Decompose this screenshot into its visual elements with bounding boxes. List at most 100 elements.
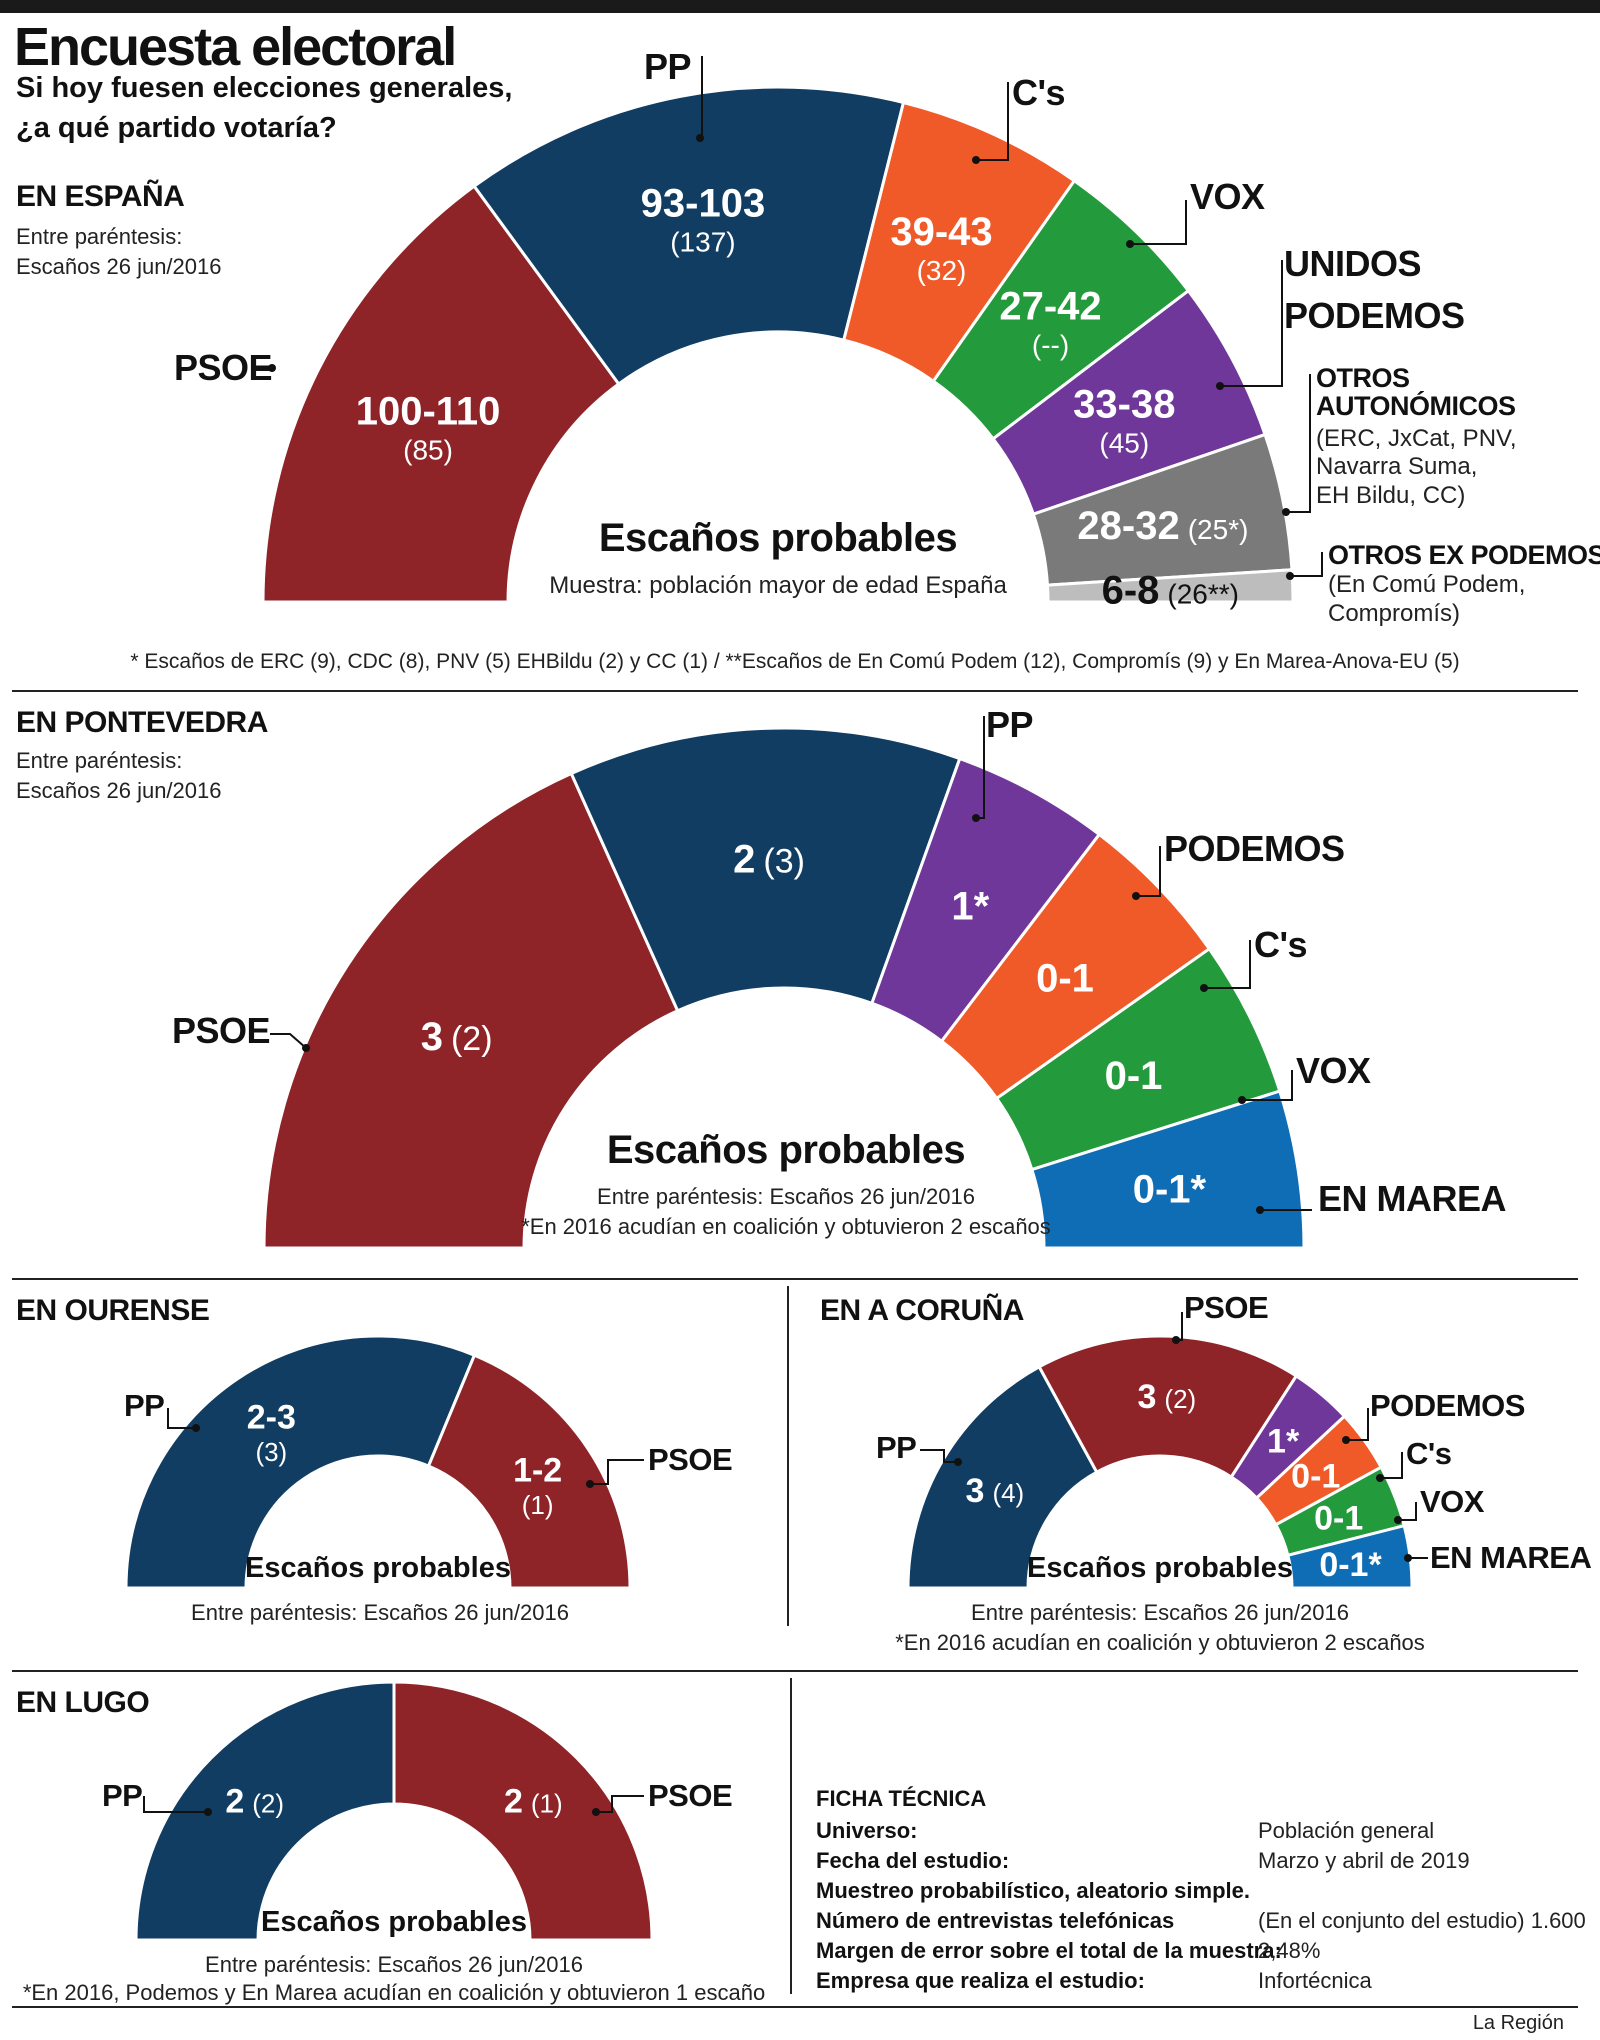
- leader-line-13: [167, 1408, 196, 1429]
- leader-dot-11: [1256, 1206, 1264, 1214]
- section-pontevedra: EN PONTEVEDRA: [16, 706, 268, 739]
- ficha-key-5: Empresa que realiza el estudio:: [816, 1968, 1145, 1993]
- otros-ex-detail-2: Compromís): [1328, 600, 1461, 627]
- value-label-pontevedra-5: 0-1*: [1133, 1167, 1207, 1211]
- party-label-psoe-lugo: PSOE: [648, 1778, 733, 1813]
- value-label-espana-2: 39-43: [890, 210, 992, 254]
- leader-line-9: [1204, 940, 1251, 989]
- leader-dot-8: [1132, 892, 1140, 900]
- value-label-lugo-0: 2 (2): [225, 1783, 284, 1821]
- otros-auto-detail-2: Navarra Suma,: [1316, 453, 1478, 480]
- leader-line-12: [270, 1033, 307, 1049]
- divider-vertical-2: [790, 1678, 792, 1994]
- value-label-coruna-1: 3 (2): [1138, 1378, 1197, 1416]
- question-line-1: Si hoy fuesen elecciones generales,: [16, 72, 513, 104]
- seats-label-lugo: Escaños probables: [261, 1906, 527, 1938]
- leader-dot-19: [1394, 1516, 1402, 1524]
- prev-label-pontevedra-0: (2): [451, 1020, 493, 1058]
- segment-pontevedra-1: [569, 726, 962, 1013]
- paren-note-espana-2: Escaños 26 jun/2016: [16, 254, 222, 279]
- party-label-pp-pontevedra: PP: [986, 704, 1034, 745]
- source-credit: La Región: [1472, 2012, 1564, 2034]
- value-label-espana-4: 33-38: [1073, 382, 1175, 426]
- party-label-podemos-pontevedra: PODEMOS: [1164, 828, 1345, 869]
- prev-label-lugo-0: (2): [252, 1789, 284, 1819]
- value-label-espana-3: 27-42: [999, 285, 1101, 329]
- prev-label-espana-3: (--): [1032, 330, 1069, 361]
- party-label-unidos-podemos: UNIDOS PODEMOS: [1284, 243, 1465, 336]
- section-ourense: EN OURENSE: [16, 1294, 210, 1327]
- leader-line-4: [1220, 260, 1283, 387]
- party-label-pp-ourense: PP: [124, 1388, 165, 1423]
- paren-inline-coruna: Entre paréntesis: Escaños 26 jun/2016: [971, 1600, 1349, 1625]
- divider-bottom: [12, 2006, 1578, 2008]
- party-label-vox-coruna: VOX: [1420, 1484, 1484, 1519]
- leader-dot-13: [192, 1424, 200, 1432]
- segment-pontevedra-0: [262, 771, 680, 1250]
- ficha-value-1: Marzo y abril de 2019: [1258, 1848, 1470, 1873]
- leader-line-14: [590, 1459, 644, 1485]
- leader-dot-17: [1342, 1436, 1350, 1444]
- leader-dot-22: [592, 1808, 600, 1816]
- value-label-coruna-4: 0-1: [1314, 1500, 1363, 1538]
- prev-label-espana-4: (45): [1099, 427, 1149, 458]
- segment-coruna-0: [906, 1364, 1099, 1590]
- segment-ourense-1: [426, 1353, 632, 1590]
- value-label-ourense-0: 2-3: [247, 1398, 296, 1436]
- top-bar: [0, 0, 1600, 13]
- leader-dot-7: [972, 814, 980, 822]
- ficha-value-5: Infortécnica: [1258, 1968, 1372, 1993]
- leader-line-5: [1286, 374, 1311, 513]
- leader-dot-21: [204, 1808, 212, 1816]
- coalition-note-coruna: *En 2016 acudían en coalición y obtuvier…: [895, 1630, 1425, 1655]
- leader-dot-14: [586, 1480, 594, 1488]
- ficha-key-4: Margen de error sobre el total de la mue…: [816, 1938, 1282, 1963]
- prev-label-espana-2: (32): [917, 255, 967, 286]
- coalition-note-lugo: *En 2016, Podemos y En Marea acudían en …: [22, 1980, 766, 2005]
- leader-dot-12: [302, 1044, 310, 1052]
- question-line-2: ¿a qué partido votaría?: [16, 112, 337, 144]
- leader-dot-18: [1376, 1474, 1384, 1482]
- seats-label-espana: Escaños probables: [598, 516, 958, 560]
- paren-inline-lugo: Entre paréntesis: Escaños 26 jun/2016: [205, 1952, 583, 1977]
- prev-label-espana-5: (25*): [1188, 514, 1249, 545]
- divider-3: [12, 1670, 1578, 1672]
- leader-dot-10: [1238, 1096, 1246, 1104]
- ficha-key-1: Fecha del estudio:: [816, 1848, 1010, 1873]
- party-label-vox-espana: VOX: [1190, 176, 1265, 217]
- divider-1: [12, 690, 1578, 692]
- section-lugo: EN LUGO: [16, 1686, 150, 1719]
- segment-espana-1: [472, 85, 906, 387]
- paren-note-espana-1: Entre paréntesis:: [16, 224, 183, 249]
- party-label-cs-pontevedra: C's: [1254, 924, 1308, 965]
- value-label-espana-0: 100-110: [356, 389, 501, 433]
- party-label-podemos-coruna: PODEMOS: [1370, 1388, 1525, 1423]
- value-label-pontevedra-1: 2 (3): [733, 837, 805, 881]
- party-label-psoe-pontevedra: PSOE: [172, 1010, 271, 1051]
- value-label-pontevedra-4: 0-1: [1105, 1054, 1163, 1098]
- paren-inline-pontevedra: Entre paréntesis: Escaños 26 jun/2016: [597, 1184, 975, 1209]
- prev-label-coruna-1: (2): [1164, 1384, 1196, 1414]
- segment-lugo-0: [134, 1680, 396, 1942]
- segment-espana-0: [261, 184, 621, 604]
- segment-lugo-1: [392, 1680, 654, 1942]
- leader-line-21: [143, 1796, 208, 1813]
- divider-vertical-1: [787, 1286, 789, 1626]
- prev-label-lugo-1: (1): [531, 1789, 563, 1819]
- party-label-pp-espana: PP: [644, 46, 692, 87]
- ficha-value-3: (En el conjunto del estudio) 1.600: [1258, 1908, 1586, 1933]
- leader-dot-1: [696, 134, 704, 142]
- ficha-key-0: Universo:: [816, 1818, 918, 1843]
- party-label-psoe-ourense: PSOE: [648, 1442, 733, 1477]
- leader-line-8: [1136, 846, 1161, 897]
- leader-line-18: [1380, 1452, 1403, 1479]
- sample-note-espana: Muestra: población mayor de edad España: [549, 572, 1007, 599]
- seats-label-pontevedra: Escaños probables: [606, 1128, 966, 1172]
- value-label-espana-5: 28-32 (25*): [1077, 504, 1248, 548]
- segment-espana-6: [1045, 568, 1295, 604]
- value-label-coruna-3: 0-1: [1291, 1458, 1340, 1496]
- ficha-key-3: Número de entrevistas telefónicas: [816, 1908, 1175, 1933]
- segment-coruna-5: [1286, 1523, 1414, 1590]
- leader-dot-20: [1404, 1554, 1412, 1562]
